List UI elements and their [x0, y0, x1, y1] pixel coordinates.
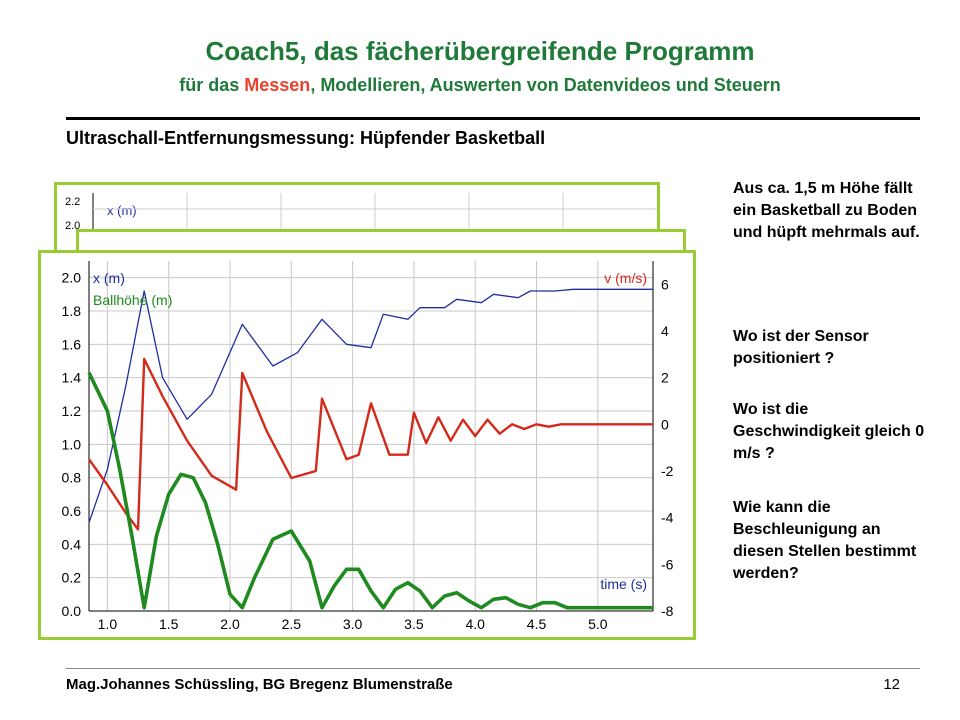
legend-v: v (m/s) — [604, 270, 647, 286]
subtitle-prefix: für das — [179, 75, 245, 95]
y-right-tick-label: 4 — [661, 323, 669, 339]
x-tick-label: 1.5 — [159, 616, 179, 632]
side-question-velocity: Wo ist die Geschwindigkeit gleich 0 m/s … — [733, 401, 925, 462]
side-text-intro: Aus ca. 1,5 m Höhe fällt ein Basketball … — [733, 180, 920, 241]
side-question-acceleration: Wie kann die Beschleunigung an diesen St… — [733, 499, 917, 582]
y-left-tick-label: 0.6 — [62, 503, 82, 519]
x-tick-label: 3.5 — [404, 616, 424, 632]
y-left-tick-label: 1.4 — [62, 370, 82, 386]
y-right-tick-label: 0 — [661, 416, 669, 432]
x-axis-label: time (s) — [600, 576, 647, 592]
section-heading: Ultraschall-Entfernungsmessung: Hüpfende… — [66, 128, 546, 148]
series-line — [88, 288, 653, 523]
x-tick-label: 3.0 — [343, 616, 363, 632]
legend-ballhoehe: Ballhöhe (m) — [93, 292, 172, 308]
legend-x: x (m) — [93, 270, 125, 286]
x-tick-label: 2.5 — [282, 616, 302, 632]
y-right-tick-label: 2 — [661, 370, 669, 386]
y-left-tick-label: 0.8 — [62, 470, 82, 486]
x-tick-label: 2.0 — [220, 616, 240, 632]
x-tick-label: 4.5 — [527, 616, 547, 632]
back-series-label: x (m) — [107, 203, 137, 218]
y-left-tick-label: 2.0 — [62, 270, 82, 286]
y-left-tick-label: 1.8 — [62, 303, 82, 319]
footer-divider — [66, 668, 920, 669]
x-tick-label: 1.0 — [98, 616, 118, 632]
back-y-tick-top: 2.2 — [65, 196, 80, 208]
footer-author: Mag.Johannes Schüssling, BG Bregenz Blum… — [66, 676, 453, 693]
y-right-tick-label: -4 — [661, 510, 674, 526]
series-line — [88, 357, 653, 531]
y-left-tick-label: 1.2 — [62, 403, 82, 419]
subtitle-suffix: , Modellieren, Auswerten von Datenvideos… — [310, 75, 781, 95]
y-left-tick-label: 1.6 — [62, 336, 82, 352]
y-left-tick-label: 0.2 — [62, 570, 82, 586]
y-left-tick-label: 1.0 — [62, 436, 82, 452]
y-right-tick-label: 6 — [661, 276, 669, 292]
y-right-tick-label: -8 — [661, 603, 674, 619]
chart-canvas: 0.0 0.2 0.4 0.6 0.8 1.0 1.2 1.4 1.6 1.8 2.0 -8 -6 -4 -… — [62, 261, 674, 632]
slide-title: Coach5, das fächerübergreifende Programm — [205, 36, 755, 66]
x-tick-label: 5.0 — [588, 616, 608, 632]
title-divider — [66, 117, 920, 120]
series-line — [87, 371, 653, 610]
page-number: 12 — [883, 676, 900, 693]
subtitle-highlight: Messen — [244, 75, 311, 95]
y-left-tick-label: 0.0 — [62, 603, 82, 619]
side-question-sensor: Wo ist der Sensor positioniert ? — [733, 328, 869, 367]
slide-subtitle: für das Messen, Modellieren, Auswerten v… — [0, 75, 960, 96]
graph-window-main[interactable]: 0.0 0.2 0.4 0.6 0.8 1.0 1.2 1.4 1.6 1.8 2.0 -8 -6 -4 -… — [38, 250, 696, 640]
y-right-tick-label: -2 — [661, 463, 674, 479]
x-tick-label: 4.0 — [465, 616, 485, 632]
y-right-tick-label: -6 — [661, 556, 674, 572]
y-left-tick-label: 0.4 — [62, 536, 82, 552]
